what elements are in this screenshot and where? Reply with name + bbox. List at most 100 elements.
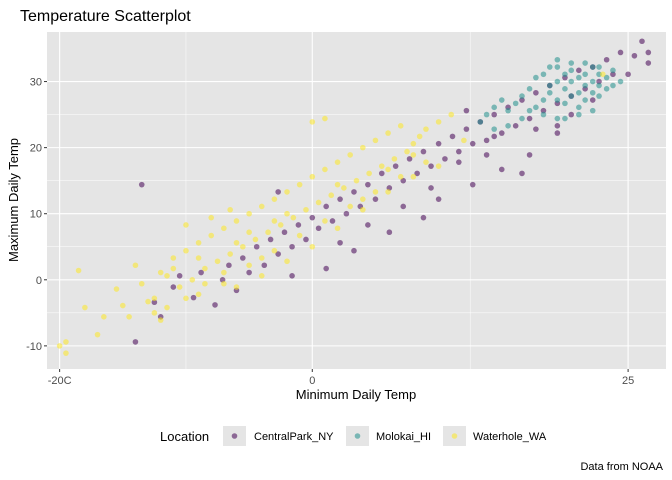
x-axis-label: Minimum Daily Temp — [296, 387, 416, 402]
point-waterhole-wa — [423, 126, 429, 132]
point-centralpark-ny — [554, 123, 561, 129]
point-molokai-hi — [589, 107, 596, 114]
point-waterhole-wa — [341, 185, 347, 191]
point-centralpark-ny — [428, 163, 434, 169]
point-waterhole-wa — [347, 203, 353, 210]
point-centralpark-ny — [337, 196, 343, 202]
point-molokai-hi — [568, 67, 575, 74]
point-molokai-hi — [546, 82, 553, 89]
point-molokai-hi — [554, 78, 561, 85]
point-centralpark-ny — [138, 181, 145, 188]
point-waterhole-wa — [315, 199, 322, 206]
point-centralpark-ny — [253, 243, 260, 250]
point-centralpark-ny — [519, 170, 525, 177]
chart-title: Temperature Scatterplot — [20, 8, 191, 25]
point-waterhole-wa — [265, 229, 271, 236]
point-molokai-hi — [491, 126, 497, 132]
point-waterhole-wa — [385, 130, 391, 136]
point-molokai-hi — [512, 100, 519, 107]
point-centralpark-ny — [456, 148, 462, 155]
point-waterhole-wa — [378, 163, 385, 169]
x-axis-ticks: -20C 0 25 — [48, 369, 634, 387]
point-molokai-hi — [562, 71, 568, 78]
point-waterhole-wa — [214, 258, 221, 265]
legend-swatch-waterhole-wa — [451, 433, 458, 439]
point-centralpark-ny — [533, 126, 539, 132]
point-centralpark-ny — [420, 148, 427, 155]
point-waterhole-wa — [82, 304, 88, 311]
point-molokai-hi — [533, 74, 539, 81]
point-centralpark-ny — [610, 71, 616, 78]
point-waterhole-wa — [385, 166, 391, 173]
point-waterhole-wa — [322, 218, 328, 224]
point-centralpark-ny — [190, 294, 197, 301]
point-centralpark-ny — [351, 247, 357, 254]
y-tick-label: 20 — [30, 143, 42, 155]
y-tick-label: 0 — [36, 275, 42, 287]
point-molokai-hi — [610, 67, 616, 74]
point-waterhole-wa — [258, 255, 265, 261]
point-waterhole-wa — [101, 313, 107, 320]
point-centralpark-ny — [645, 49, 652, 56]
point-waterhole-wa — [423, 159, 429, 165]
point-centralpark-ny — [512, 123, 519, 129]
point-molokai-hi — [562, 115, 568, 122]
point-molokai-hi — [554, 56, 561, 63]
point-waterhole-wa — [435, 163, 442, 169]
point-waterhole-wa — [410, 173, 417, 180]
point-waterhole-wa — [416, 133, 423, 140]
point-waterhole-wa — [252, 236, 259, 243]
legend-swatch-centralpark-ny — [231, 433, 238, 439]
legend-label-waterhole-wa: Waterhole_WA — [473, 431, 547, 443]
y-axis-ticks: -10 0 10 20 30 — [26, 77, 47, 353]
point-waterhole-wa — [183, 222, 189, 228]
point-molokai-hi — [546, 64, 553, 70]
point-molokai-hi — [483, 111, 490, 118]
point-centralpark-ny — [132, 339, 139, 345]
point-centralpark-ny — [631, 52, 638, 59]
point-centralpark-ny — [176, 273, 183, 279]
point-molokai-hi — [589, 89, 596, 96]
point-molokai-hi — [568, 60, 575, 66]
chart-caption: Data from NOAA — [580, 461, 663, 473]
point-waterhole-wa — [448, 111, 455, 118]
point-molokai-hi — [596, 64, 602, 70]
point-centralpark-ny — [309, 214, 316, 221]
point-waterhole-wa — [151, 310, 158, 316]
point-waterhole-wa — [195, 291, 202, 298]
point-centralpark-ny — [576, 67, 582, 74]
point-molokai-hi — [554, 115, 561, 122]
point-waterhole-wa — [240, 243, 246, 250]
point-molokai-hi — [562, 86, 568, 92]
point-molokai-hi — [540, 71, 547, 78]
point-waterhole-wa — [63, 350, 69, 356]
point-waterhole-wa — [157, 317, 164, 323]
point-molokai-hi — [477, 119, 484, 125]
point-centralpark-ny — [315, 225, 322, 232]
point-centralpark-ny — [435, 140, 442, 147]
point-centralpark-ny — [526, 152, 533, 158]
point-waterhole-wa — [303, 206, 309, 213]
point-centralpark-ny — [483, 152, 490, 158]
point-centralpark-ny — [170, 284, 177, 290]
point-waterhole-wa — [334, 225, 341, 232]
point-molokai-hi — [526, 86, 533, 92]
point-centralpark-ny — [414, 170, 420, 177]
data-points — [56, 38, 652, 356]
point-waterhole-wa — [56, 343, 63, 349]
point-centralpark-ny — [469, 181, 476, 188]
point-waterhole-wa — [296, 181, 303, 188]
point-waterhole-wa — [309, 243, 316, 250]
y-tick-label: -10 — [26, 341, 42, 353]
point-waterhole-wa — [63, 339, 69, 345]
point-centralpark-ny — [198, 269, 204, 276]
point-waterhole-wa — [75, 267, 82, 274]
point-centralpark-ny — [526, 115, 533, 122]
point-waterhole-wa — [296, 232, 303, 239]
point-centralpark-ny — [275, 189, 281, 195]
point-centralpark-ny — [498, 166, 505, 173]
point-waterhole-wa — [170, 255, 177, 261]
point-waterhole-wa — [322, 115, 328, 122]
point-waterhole-wa — [145, 298, 151, 305]
point-centralpark-ny — [246, 269, 252, 276]
